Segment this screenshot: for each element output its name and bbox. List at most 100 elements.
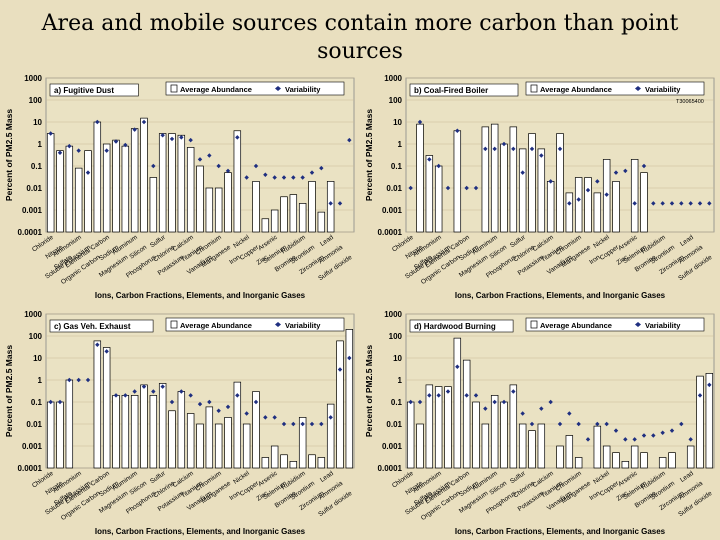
- bar: [668, 452, 676, 469]
- bar: [280, 196, 288, 233]
- y-tick-label: 0.001: [22, 442, 43, 451]
- x-axis-label: Ions, Carbon Fractions, Elements, and In…: [95, 291, 306, 300]
- bar: [289, 194, 298, 233]
- bar: [584, 177, 592, 233]
- variability-marker: [300, 175, 305, 180]
- bar: [168, 133, 176, 233]
- chart-panel-hardwood-burning: 1000 100 10 1 0.1 0.01 0.001 0.0001 Percent of P…: [362, 308, 718, 538]
- bar: [518, 423, 527, 469]
- bar: [252, 391, 260, 469]
- bar: [233, 381, 242, 469]
- x-tick-label: Nickel: [592, 234, 611, 250]
- variability-marker: [48, 131, 53, 136]
- y-tick-label: 0.1: [31, 398, 43, 407]
- variability-marker: [309, 170, 315, 175]
- bar: [546, 181, 555, 233]
- bar: [453, 130, 462, 233]
- y-tick-label: 100: [29, 332, 43, 341]
- bar: [242, 423, 251, 469]
- bar: [121, 145, 130, 233]
- legend-box: [525, 81, 705, 96]
- chart-panel-fugitive-dust: 1000 100 10 1 0.1 0.01 0.001 0.0001 Percent of P…: [2, 72, 358, 302]
- variability-marker: [160, 133, 165, 138]
- bar: [528, 430, 536, 469]
- bar: [481, 423, 490, 469]
- chart-svg: 1000 100 10 1 0.1 0.01 0.001 0.0001 Percent of P…: [364, 74, 715, 300]
- variability-marker: [483, 146, 488, 152]
- variability-marker: [641, 163, 647, 169]
- variability-marker: [557, 146, 563, 152]
- variability-marker: [95, 119, 100, 125]
- variability-marker: [557, 421, 563, 427]
- bar: [621, 461, 630, 469]
- y-tick-label: 0.0001: [18, 228, 43, 237]
- legend-marker-swatch: [275, 322, 281, 327]
- variability-marker: [253, 399, 259, 405]
- bar: [472, 401, 480, 469]
- bar: [158, 383, 167, 469]
- bar: [289, 461, 298, 469]
- chart-title-box: [49, 83, 139, 97]
- bar: [121, 395, 130, 469]
- variability-marker: [319, 421, 324, 427]
- y-tick-label: 1: [398, 376, 403, 385]
- bar: [205, 406, 214, 469]
- variability-marker: [263, 415, 268, 420]
- bar: [298, 417, 307, 469]
- variability-marker: [225, 404, 231, 410]
- variability-marker: [48, 399, 53, 405]
- bar: [65, 379, 74, 469]
- variability-marker: [57, 150, 63, 155]
- y-tick-label: 0.001: [382, 206, 403, 215]
- variability-marker: [291, 421, 296, 427]
- bar: [416, 423, 424, 469]
- bar: [518, 148, 527, 233]
- page-title-line-1: Area and mobile sources contain more car…: [41, 11, 679, 36]
- bar: [481, 126, 490, 233]
- chart-svg: 1000 100 10 1 0.1 0.01 0.001 0.0001 Percent of P…: [4, 74, 355, 300]
- variability-marker: [291, 175, 296, 180]
- variability-marker: [207, 399, 212, 405]
- bar: [490, 395, 499, 469]
- variability-marker: [85, 377, 91, 383]
- variability-marker: [188, 393, 193, 398]
- variability-marker: [113, 393, 119, 398]
- x-tick-label: Silicon: [128, 244, 148, 261]
- variability-marker: [225, 168, 231, 174]
- legend-box: [165, 317, 345, 332]
- chart-title: d) Hardwood Burning: [414, 322, 496, 331]
- x-tick-label: Nickel: [592, 470, 611, 486]
- bar: [640, 172, 648, 233]
- y-tick-label: 0.01: [26, 184, 42, 193]
- bar: [593, 192, 602, 233]
- y-tick-label: 1000: [24, 310, 42, 319]
- chart-title-box: [49, 319, 154, 333]
- y-tick-label: 0.0001: [18, 464, 43, 473]
- bar: [705, 373, 714, 469]
- variability-marker: [464, 393, 469, 398]
- x-tick-label: Sulfur: [149, 469, 168, 485]
- bar: [453, 337, 462, 469]
- variability-marker: [427, 157, 432, 162]
- x-axis-label: Ions, Carbon Fractions, Elements, and In…: [95, 527, 306, 536]
- y-tick-label: 1000: [24, 74, 42, 83]
- y-tick-label: 0.0001: [378, 228, 403, 237]
- variability-marker: [455, 364, 460, 369]
- x-tick-label: Lead: [319, 470, 335, 484]
- bar: [224, 417, 232, 469]
- x-tick-label: Nickel: [232, 234, 251, 250]
- bar: [65, 145, 74, 233]
- bar: [140, 117, 148, 233]
- variability-marker: [235, 393, 240, 398]
- bar: [261, 218, 270, 233]
- legend-box: [165, 81, 345, 96]
- y-tick-label: 10: [33, 118, 42, 127]
- variability-marker: [455, 128, 460, 133]
- x-tick-label: Lead: [679, 470, 695, 484]
- bar: [130, 128, 139, 233]
- variability-marker: [141, 119, 147, 125]
- variability-marker: [132, 389, 137, 394]
- variability-marker: [263, 172, 268, 177]
- chart-title: a) Fugitive Dust: [54, 86, 114, 95]
- y-tick-label: 1: [38, 140, 43, 149]
